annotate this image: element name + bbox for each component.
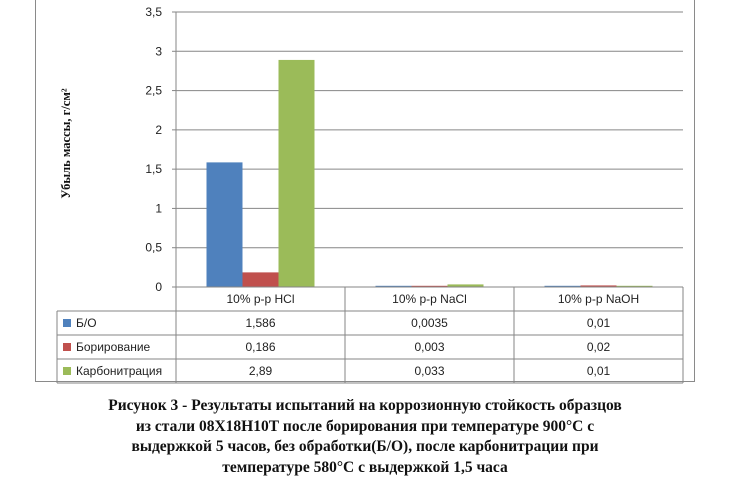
legend-key (63, 319, 71, 327)
bar-2-1 (242, 272, 279, 287)
y-axis-title: Убыль массы, г/см² (59, 88, 73, 198)
y-tick-label: 1 (155, 201, 162, 215)
data-label: 2,89 (249, 364, 273, 378)
figure-caption: Рисунок 3 - Результаты испытаний на корр… (0, 396, 730, 478)
y-tick-label: 2 (155, 123, 162, 137)
data-label: 0,02 (587, 340, 611, 354)
data-label: 0,01 (587, 364, 611, 378)
y-tick-label: 3,5 (145, 5, 162, 19)
legend-label: Борирование (76, 340, 151, 354)
caption-line-1: Рисунок 3 - Результаты испытаний на корр… (108, 397, 622, 414)
data-label: 0,186 (245, 340, 275, 354)
legend-label: Б/О (76, 316, 97, 330)
bar-2-3 (580, 285, 617, 287)
caption-line-4: температуре 580°С с выдержкой 1,5 часа (222, 458, 508, 476)
y-tick-label: 3 (155, 44, 162, 58)
y-tick-label: 0 (155, 280, 162, 294)
y-tick-label: 0,5 (145, 241, 162, 255)
bar-1-3 (544, 285, 581, 287)
bar-chart: 0 0,5 1 1,5 2 2,5 3 3,5 Убыль массы, г/см² 10% р-… (56, 5, 684, 384)
caption-line-3: выдержкой 5 часов, без обработки(Б/О), п… (131, 438, 599, 455)
bar-3-1 (278, 59, 315, 287)
data-label: 0,003 (414, 340, 444, 354)
bar-2-2 (411, 285, 448, 287)
caption-line-2: из стали 08Х18Н10Т после борирования при… (135, 417, 595, 435)
category-label: 10% р-р NaCl (392, 292, 467, 306)
bar-3-2 (447, 284, 484, 287)
data-label: 0,0035 (411, 316, 448, 330)
data-label: 0,033 (414, 364, 444, 378)
bar-1-2 (375, 285, 412, 287)
y-tick-label: 2,5 (145, 84, 162, 98)
data-label: 1,586 (245, 316, 275, 330)
category-label: 10% р-р NaOH (558, 292, 639, 306)
bar-1-1 (206, 162, 243, 287)
y-tick-label: 1,5 (145, 162, 162, 176)
legend-key (63, 367, 71, 375)
chart-frame (35, 0, 695, 382)
data-label: 0,01 (587, 316, 611, 330)
category-label: 10% р-р HCl (226, 292, 294, 306)
legend-label: Карбонитрация (76, 364, 162, 378)
legend-key (63, 343, 71, 351)
bar-3-3 (616, 285, 653, 287)
